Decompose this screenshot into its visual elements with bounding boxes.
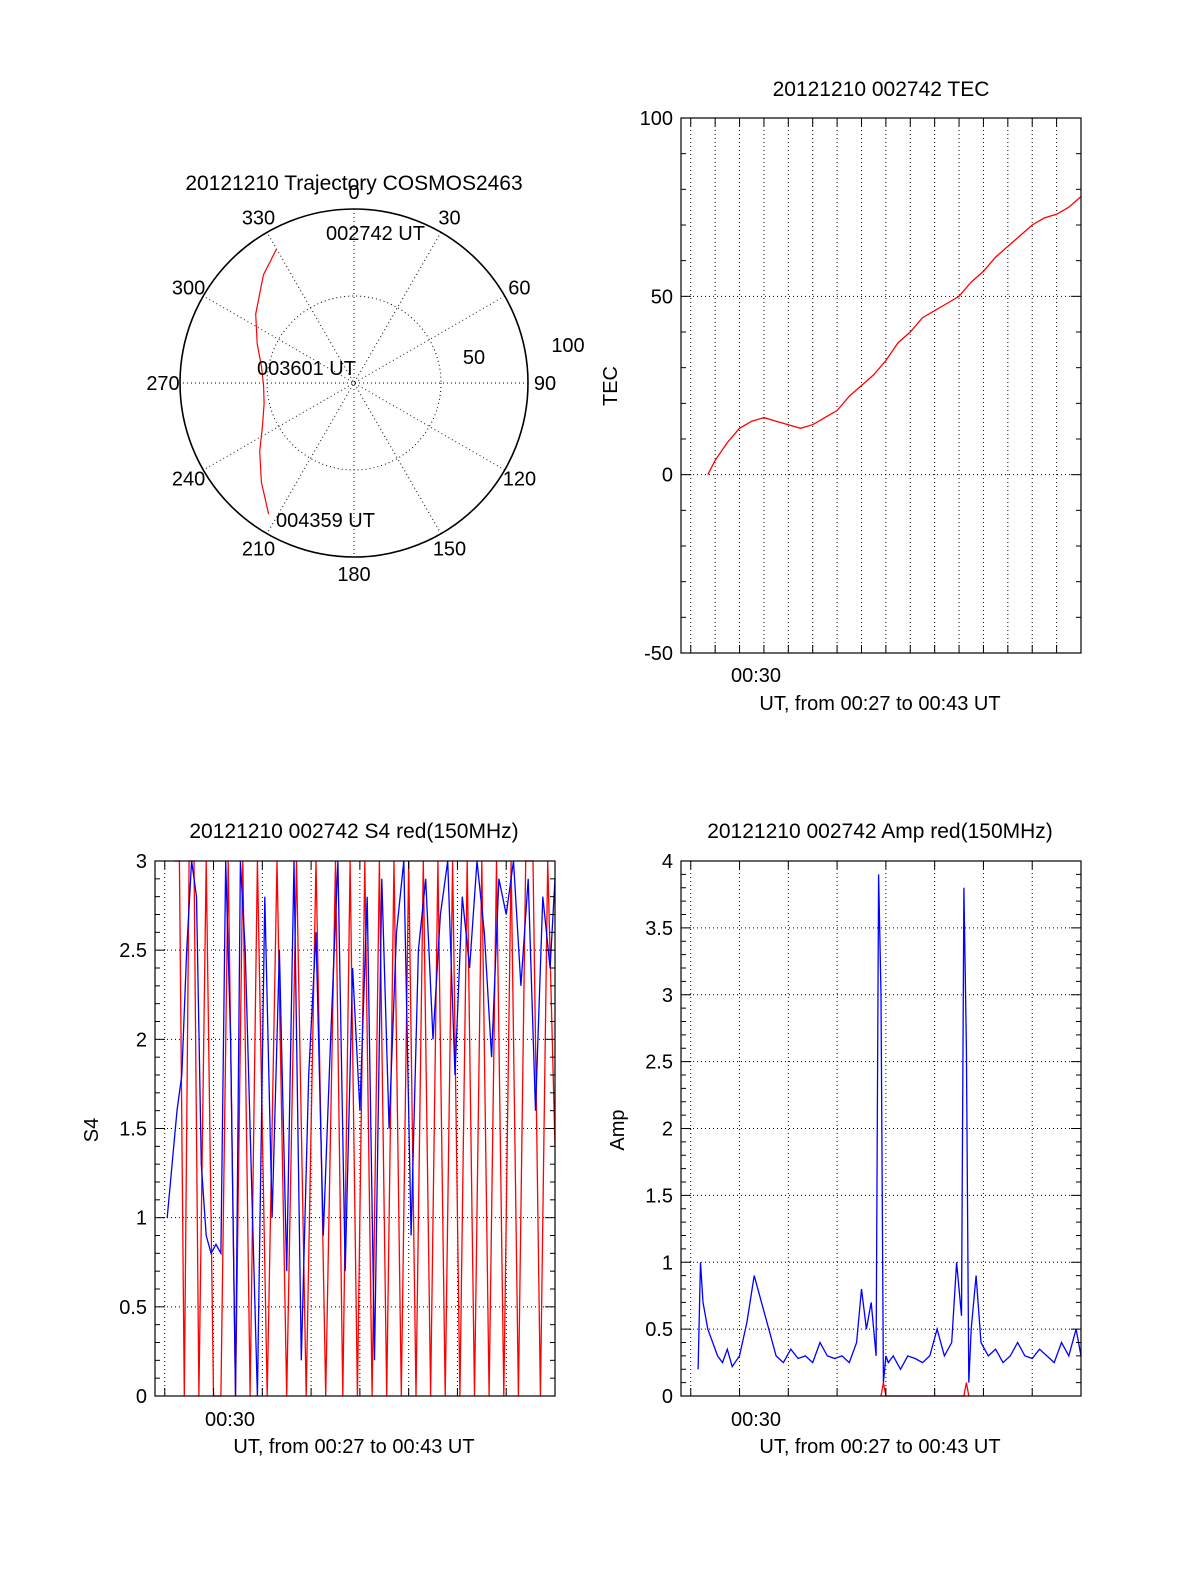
polar-azimuth-label-90: 90 [534, 373, 556, 395]
amp-series-red-line [880, 1382, 970, 1397]
s4-y-tick-label-1: 1 [136, 1208, 147, 1230]
polar-azimuth-label-30: 30 [438, 208, 460, 230]
amp-x-axis-label: UT, from 00:27 to 00:43 UT [759, 1436, 1000, 1458]
tec-y-axis-label: TEC [600, 366, 622, 406]
amp-y-tick-label-4: 4 [662, 851, 673, 873]
polar-azimuth-label-270: 270 [146, 373, 179, 395]
amp-series [697, 874, 1082, 1397]
s4-y-tick-label-3: 3 [136, 851, 147, 873]
s4-series [166, 860, 556, 1397]
tec-y-tick-label-50: 50 [651, 286, 673, 308]
tec-chart-title: 20121210 002742 TEC [773, 78, 990, 101]
s4-chart-title: 20121210 002742 S4 red(150MHz) [189, 820, 518, 843]
s4-ticks [155, 860, 556, 1397]
polar-azimuth-label-330: 330 [242, 208, 275, 230]
amp-ticks [681, 860, 1082, 1397]
amp-y-tick-labels: 4 3.5 3 2.5 2 1.5 1 0.5 0 [645, 851, 673, 1408]
amp-chart-title: 20121210 002742 Amp red(150MHz) [707, 820, 1053, 843]
tec-y-tick-label--50: -50 [644, 643, 673, 665]
polar-mid-circle [266, 295, 442, 471]
trajectory-line [255, 248, 278, 515]
s4-y-tick-label-1.5: 1.5 [119, 1119, 147, 1141]
s4-y-tick-label-2.5: 2.5 [119, 940, 147, 962]
amp-y-tick-label-2: 2 [662, 1119, 673, 1141]
s4-series-red-line [174, 860, 556, 1397]
tec-plot-frame [680, 117, 1082, 654]
polar-azimuth-label-120: 120 [503, 469, 536, 491]
trajectory-end-label: 004359 UT [276, 510, 375, 532]
s4-y-tick-label-0.5: 0.5 [119, 1297, 147, 1319]
polar-azimuth-labels: 0 30 60 90 120 150 180 210 240 270 300 330 [146, 182, 556, 586]
amp-y-tick-label-3: 3 [662, 985, 673, 1007]
polar-trajectory-plot: 20121210 Trajectory COSMOS2463 0 30 60 90 12… [146, 172, 584, 586]
tec-x-tick-label: 00:30 [731, 665, 781, 687]
polar-azimuth-label-180: 180 [337, 564, 370, 586]
amp-y-tick-label-1.5: 1.5 [645, 1185, 673, 1207]
amp-y-tick-label-1: 1 [662, 1252, 673, 1274]
s4-y-tick-label-0: 0 [136, 1386, 147, 1408]
polar-azimuth-label-150: 150 [433, 538, 466, 560]
tec-y-tick-label-0: 0 [662, 465, 673, 487]
polar-azimuth-label-210: 210 [242, 538, 275, 560]
amp-y-axis-label: Amp [607, 1109, 629, 1150]
s4-y-axis-label: S4 [81, 1118, 103, 1142]
tec-x-axis-label: UT, from 00:27 to 00:43 UT [759, 693, 1000, 715]
s4-x-axis-label: UT, from 00:27 to 00:43 UT [233, 1436, 474, 1458]
s4-x-tick-label: 00:30 [205, 1409, 255, 1431]
tec-ticks [681, 117, 1082, 654]
tec-y-tick-label-100: 100 [640, 108, 673, 130]
polar-title: 20121210 Trajectory COSMOS2463 [185, 172, 522, 195]
amp-y-tick-label-0.5: 0.5 [645, 1319, 673, 1341]
tec-y-tick-labels: 100 50 0 -50 [640, 108, 673, 665]
amp-series-blue-line [697, 874, 1082, 1383]
tec-series [707, 196, 1082, 475]
amp-y-tick-label-0: 0 [662, 1386, 673, 1408]
s4-chart: 20121210 002742 S4 red(150MHz) 3 2.5 2 1.5 1… [81, 820, 556, 1458]
tec-series-red-line [707, 196, 1082, 475]
polar-radius-label-50: 50 [463, 347, 485, 369]
amp-grid [681, 861, 1082, 1396]
s4-y-tick-labels: 3 2.5 2 1.5 1 0.5 0 [119, 851, 147, 1408]
tec-grid [681, 118, 1082, 653]
polar-azimuth-label-300: 300 [172, 278, 205, 300]
amp-y-tick-label-2.5: 2.5 [645, 1052, 673, 1074]
tec-chart: 20121210 002742 TEC 100 50 0 -50 00:30 UT, … [600, 78, 1082, 715]
polar-azimuth-label-0: 0 [348, 182, 359, 204]
polar-azimuth-label-60: 60 [508, 278, 530, 300]
s4-series-blue-line [166, 860, 556, 1397]
amp-y-tick-label-3.5: 3.5 [645, 918, 673, 940]
amp-chart: 20121210 002742 Amp red(150MHz) 4 3.5 3 2.5… [607, 820, 1082, 1458]
amp-x-tick-label: 00:30 [731, 1409, 781, 1431]
s4-y-tick-label-2: 2 [136, 1029, 147, 1051]
polar-azimuth-label-240: 240 [172, 469, 205, 491]
polar-spokes [180, 209, 528, 557]
polar-radius-label-100: 100 [551, 335, 584, 357]
trajectory-mid-label: 003601 UT [257, 358, 356, 380]
trajectory-start-label: 002742 UT [326, 223, 425, 245]
